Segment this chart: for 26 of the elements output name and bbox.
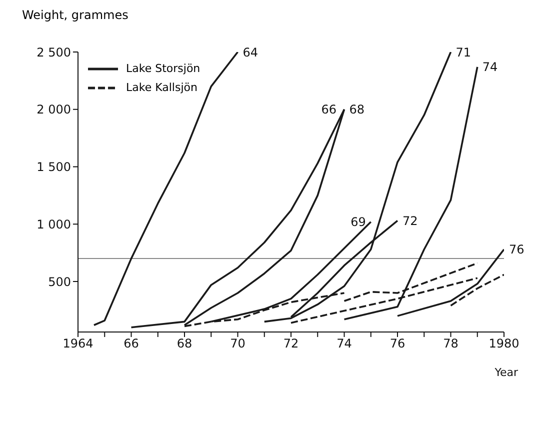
y-tick-label: 500 [48, 274, 71, 289]
x-tick-label: 68 [176, 336, 192, 351]
annotation: 66 [321, 102, 337, 117]
x-tick-label: 76 [390, 336, 406, 351]
legend-label: Lake Kallsjön [126, 81, 198, 94]
x-tick-label: 1980 [488, 336, 520, 351]
annotation: 64 [242, 45, 258, 60]
annotation: 72 [402, 214, 418, 228]
x-tick-label: 70 [230, 336, 246, 351]
annotation: 69 [350, 215, 366, 230]
annotation: 74 [482, 60, 498, 74]
y-tick-label: 1 500 [36, 160, 71, 174]
x-tick-label: 66 [124, 336, 139, 351]
annotation: 76 [509, 242, 524, 257]
y-axis-title: Weight, grammes [22, 8, 128, 22]
x-tick-label: 78 [443, 336, 458, 351]
y-tick-label: 2 500 [36, 45, 71, 60]
x-tick-label: 74 [336, 336, 352, 351]
x-tick-label: 1964 [62, 336, 94, 351]
legend-label: Lake Storsjön [126, 62, 200, 75]
y-tick-label: 1 000 [36, 217, 71, 232]
x-tick-label: 72 [283, 336, 299, 351]
annotation: 68 [349, 102, 365, 117]
annotation: 71 [456, 45, 472, 60]
x-axis-title: Year [494, 366, 518, 379]
y-tick-label: 2 000 [36, 102, 71, 117]
